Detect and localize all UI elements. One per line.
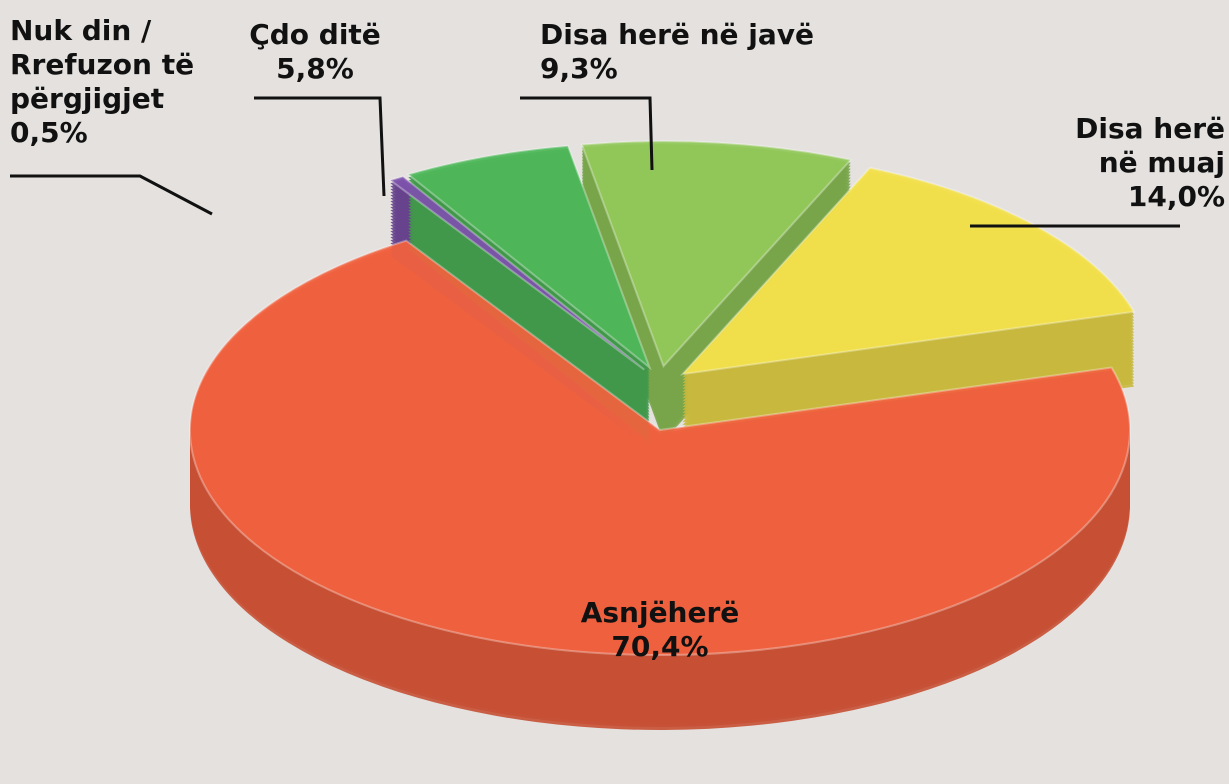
category-label: Asnjëherë: [580, 596, 740, 629]
value-label: 5,8%: [276, 52, 354, 85]
category-label: Nuk din / Rrefuzon të përgjigjet: [10, 14, 195, 115]
slice: [189, 239, 1131, 656]
value-label: 9,3%: [540, 52, 618, 85]
category-label: Disa herë në javë: [540, 18, 815, 51]
slices: [189, 140, 1136, 731]
slice-label: Çdo ditë 5,8%: [245, 18, 385, 86]
slice: [580, 140, 853, 369]
value-label: 70,4%: [611, 630, 709, 663]
slice: [406, 144, 652, 371]
value-label: 14,0%: [1127, 180, 1225, 213]
slice: [388, 175, 645, 371]
leader-line: [520, 96, 654, 171]
leader-line: [254, 96, 386, 197]
slice-label: Asnjëherë 70,4%: [560, 596, 760, 664]
leader-line: [10, 174, 213, 216]
leader-lines: [10, 96, 1180, 228]
slice-label: Disa herë në muaj 14,0%: [1055, 112, 1225, 214]
slice-label: Nuk din / Rrefuzon të përgjigjet 0,5%: [10, 14, 240, 150]
category-label: Çdo ditë: [249, 18, 381, 51]
category-label: Disa herë në muaj: [1075, 112, 1225, 179]
slice-label: Disa herë në javë 9,3%: [540, 18, 860, 86]
value-label: 0,5%: [10, 116, 88, 149]
